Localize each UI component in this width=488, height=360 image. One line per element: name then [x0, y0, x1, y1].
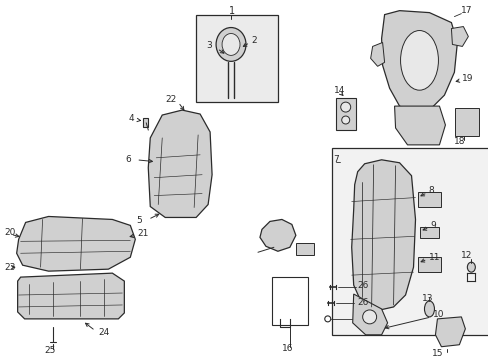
Bar: [417, 192, 441, 207]
Text: 15: 15: [430, 349, 442, 358]
Bar: [335, 98, 355, 130]
Bar: [295, 243, 313, 255]
Bar: [331, 148, 488, 335]
Text: 5: 5: [136, 216, 142, 225]
Polygon shape: [351, 160, 415, 311]
Polygon shape: [148, 110, 212, 217]
Text: 25: 25: [44, 346, 56, 355]
Text: 14: 14: [333, 86, 345, 95]
Circle shape: [362, 310, 376, 324]
Circle shape: [341, 116, 349, 124]
Bar: [417, 257, 441, 272]
Text: 18: 18: [453, 138, 465, 147]
Bar: [143, 118, 148, 127]
Text: 4: 4: [128, 113, 134, 122]
Ellipse shape: [222, 33, 240, 55]
Text: 1: 1: [228, 6, 235, 15]
Ellipse shape: [400, 31, 438, 90]
Text: 10: 10: [431, 310, 443, 319]
Ellipse shape: [424, 301, 433, 317]
Text: 17: 17: [461, 6, 472, 15]
Ellipse shape: [216, 28, 245, 61]
Bar: [196, 15, 277, 102]
Text: 2: 2: [250, 36, 256, 45]
Text: 7: 7: [332, 155, 338, 164]
Polygon shape: [394, 106, 445, 145]
Text: 24: 24: [98, 328, 109, 337]
Polygon shape: [18, 273, 124, 319]
Polygon shape: [352, 294, 387, 335]
Text: 6: 6: [125, 155, 131, 164]
Bar: [454, 108, 478, 136]
Text: 19: 19: [462, 74, 473, 83]
Polygon shape: [17, 216, 135, 271]
Text: 26: 26: [357, 280, 368, 289]
Bar: [419, 228, 439, 238]
Polygon shape: [450, 27, 468, 46]
Text: 22: 22: [165, 95, 176, 104]
Text: 9: 9: [429, 221, 435, 230]
Circle shape: [340, 102, 350, 112]
Text: 21: 21: [137, 229, 148, 238]
Text: 26: 26: [357, 298, 368, 307]
Text: 12: 12: [461, 251, 472, 260]
Text: 23: 23: [5, 263, 16, 272]
Text: 11: 11: [427, 253, 439, 262]
Polygon shape: [260, 220, 295, 251]
Text: 8: 8: [427, 186, 433, 195]
Text: 16: 16: [281, 344, 293, 353]
Text: 3: 3: [205, 41, 211, 50]
Text: 13: 13: [421, 294, 432, 303]
Polygon shape: [435, 317, 465, 347]
Text: 20: 20: [5, 228, 16, 237]
Bar: [271, 277, 307, 325]
Polygon shape: [370, 42, 384, 66]
Polygon shape: [381, 11, 456, 112]
Ellipse shape: [467, 262, 474, 272]
